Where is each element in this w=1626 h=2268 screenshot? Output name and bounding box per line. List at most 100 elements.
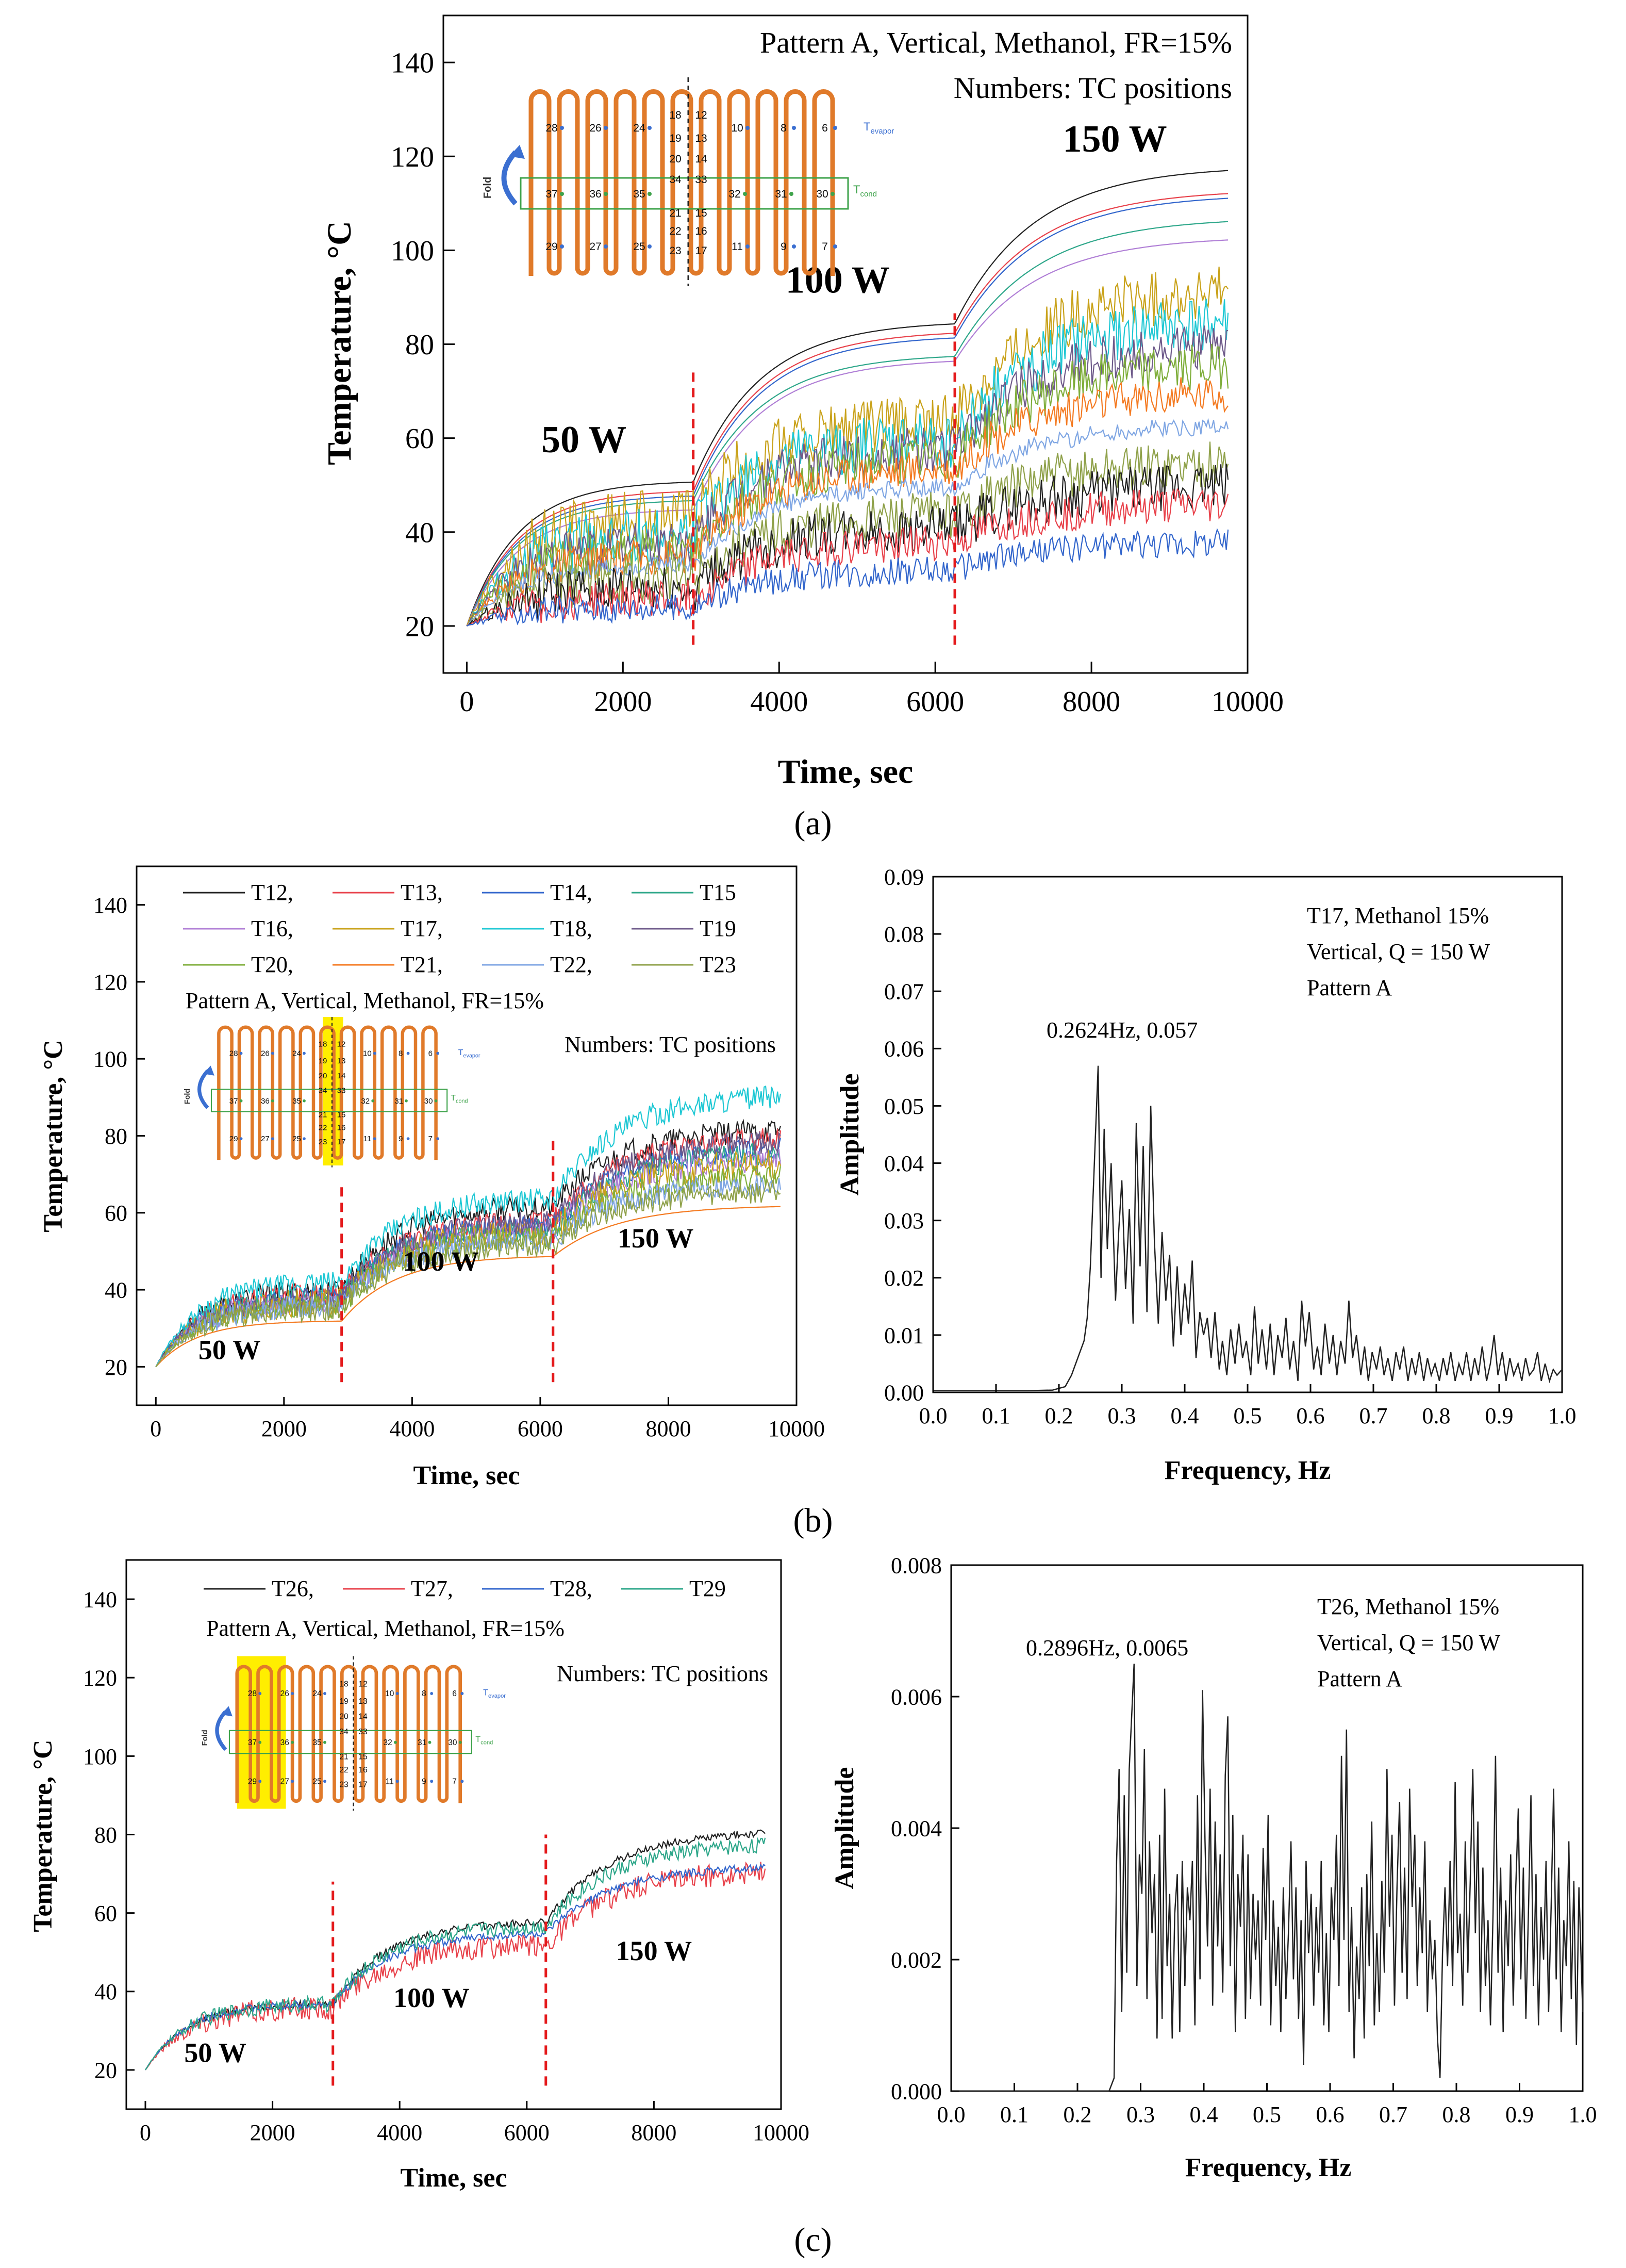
panel-c-right-series-group <box>951 1664 1584 2092</box>
inset-tc-dot <box>303 1099 306 1103</box>
panel-c-left-series-line-T27 <box>145 1861 766 2070</box>
panel-c-left-x-tick-label: 0 <box>140 2120 151 2145</box>
inset-tc-label: 16 <box>337 1124 346 1132</box>
inset-tevapor-label: Tevapor <box>458 1048 480 1059</box>
panel-c-left-y-tick-label: 120 <box>83 1666 117 1691</box>
panel-b-right-y-ticks: 0.00 0.01 0.02 0.03 0.04 0.05 0.06 0.07 0.08 0.09 <box>884 864 941 1405</box>
panel-c-right-x-tick-label: 0.3 <box>1126 2102 1155 2127</box>
inset-fold-label: Fold <box>184 1089 192 1104</box>
inset-tc-label: 20 <box>319 1072 327 1080</box>
inset-tc-dot <box>560 244 564 249</box>
panel-c-left-y-axis-label: Temperature, °C <box>28 1739 58 1932</box>
panel-b-left-legend-label: T21, <box>401 952 443 977</box>
inset-tc-label: 37 <box>229 1097 238 1106</box>
inset-tevapor-label: Tevapor <box>864 120 894 136</box>
panel-c-left-x-tick-label: 6000 <box>504 2120 550 2145</box>
panel-c-right-info-line-3: Pattern A <box>1317 1666 1402 1691</box>
inset-tc-dot <box>560 192 564 196</box>
inset-tc-label: 9 <box>422 1777 426 1786</box>
inset-tc-dot <box>430 1780 434 1783</box>
panel-b-left-y-tick-label: 20 <box>105 1355 127 1380</box>
inset-tc-label: 22 <box>339 1766 348 1774</box>
inset-tc-label: 11 <box>732 241 743 253</box>
panel-c-right-x-tick-label: 1.0 <box>1569 2102 1597 2127</box>
panel-c-right-x-tick-label: 0.4 <box>1190 2102 1218 2127</box>
panel-b-right-y-tick-label: 0.02 <box>884 1266 924 1291</box>
panel-c-caption: (c) <box>794 2221 832 2259</box>
inset-tc-label: 19 <box>669 133 681 144</box>
inset-tc-label: 30 <box>424 1097 433 1106</box>
panel-b-left-stage-label-150w: 150 W <box>618 1223 694 1254</box>
panel-a-plot-frame <box>442 14 1249 674</box>
fold-arrowhead-icon <box>221 1706 233 1717</box>
inset-tc-label: 37 <box>545 188 557 200</box>
panel-c-right-info-line-2: Vertical, Q = 150 W <box>1317 1630 1501 1655</box>
panel-a-series-line-mid-3 <box>466 325 1229 627</box>
inset-tc-dot <box>291 1692 294 1695</box>
inset-thermocouple-labels: 28 26 24 10 8 6 37 36 35 32 31 30 29 27 25 11 9 7 18 12 19 13… <box>229 1040 440 1146</box>
inset-tc-dot <box>323 1780 326 1783</box>
inset-tc-label: 15 <box>358 1752 367 1761</box>
inset-tc-label: 28 <box>229 1049 238 1058</box>
inset-tc-label: 27 <box>280 1777 289 1786</box>
panel-a-series-group <box>466 170 1229 627</box>
panel-b-left-legend-label: T23 <box>700 952 736 977</box>
inset-tc-label: 21 <box>319 1110 327 1119</box>
inset-tc-label: 34 <box>339 1728 349 1736</box>
panel-a-y-tick-label: 20 <box>405 611 434 643</box>
inset-tc-label: 29 <box>248 1777 257 1786</box>
panel-b-right-x-tick-label: 1.0 <box>1548 1403 1577 1428</box>
inset-serpentine-tube <box>217 1025 438 1160</box>
inset-tc-label: 6 <box>452 1689 457 1698</box>
inset-tc-dot <box>648 126 652 130</box>
panel-a-y-tick-label: 120 <box>391 141 434 173</box>
fold-arrowhead-icon <box>203 1065 214 1076</box>
inset-tc-label: 18 <box>339 1680 348 1689</box>
panel-a-chart: 0 2000 4000 6000 8000 10000 20406080100120140… <box>321 14 1284 791</box>
inset-tc-label: 12 <box>358 1680 367 1689</box>
fold-arrow-icon <box>215 1710 227 1751</box>
panel-c-inset-diagram: Fold Tevapor Tcond 28 26 24 10 8 6 37 36 35 32 31 3… <box>201 1656 506 1811</box>
inset-tc-label: 20 <box>669 153 681 165</box>
inset-tc-label: 16 <box>695 225 707 237</box>
panel-c-left-series-group <box>145 1829 766 2070</box>
inset-tc-label: 24 <box>292 1049 301 1058</box>
panel-c-right-x-tick-label: 0.9 <box>1505 2102 1534 2127</box>
panel-c-right-info-line-1: T26, Methanol 15% <box>1317 1594 1499 1619</box>
inset-tc-label: 14 <box>337 1072 346 1080</box>
panel-b-left-y-tick-label: 80 <box>105 1124 127 1149</box>
panel-c-left-x-tick-label: 10000 <box>753 2120 809 2145</box>
inset-tc-dot <box>393 1740 397 1744</box>
panel-b-left-legend: T12, T13, T14, T15 T16, T17, T18, T19 T20, T21, T2… <box>183 880 736 977</box>
panel-c-left-legend-label: T28, <box>550 1576 592 1601</box>
panel-c-right-x-axis-label: Frequency, Hz <box>1185 2153 1352 2182</box>
inset-serpentine-tube <box>235 1665 462 1803</box>
panel-a-title-line-1: Pattern A, Vertical, Methanol, FR=15% <box>760 26 1232 59</box>
panel-b-right-x-tick-label: 0.5 <box>1234 1403 1262 1428</box>
panel-c-right-x-tick-label: 0.6 <box>1316 2102 1345 2127</box>
panel-b-left-legend-label: T19 <box>700 916 736 941</box>
panel-c-right-x-tick-label: 0.8 <box>1442 2102 1471 2127</box>
panel-a-series-line-mid-4 <box>466 343 1229 627</box>
inset-tc-dot <box>436 1051 440 1055</box>
inset-tc-label: 14 <box>695 153 707 165</box>
inset-tc-dot <box>323 1692 326 1695</box>
panel-c-left-y-tick-label: 100 <box>83 1744 117 1769</box>
inset-tc-dot <box>792 126 796 130</box>
panel-b-left-series-line-T23 <box>155 1178 781 1368</box>
inset-tc-label: 17 <box>358 1780 367 1789</box>
inset-tc-label: 36 <box>280 1738 289 1747</box>
panel-c-left-power-step-lines <box>331 1834 547 2086</box>
panel-b-right-peak-annotation: 0.2624Hz, 0.057 <box>1047 1017 1198 1043</box>
inset-tc-label: 6 <box>822 122 828 134</box>
inset-tc-dot <box>745 126 750 130</box>
inset-tc-label: 7 <box>822 241 828 253</box>
panel-a-series-line-upper-4 <box>466 221 1229 627</box>
inset-tc-dot <box>648 244 652 249</box>
inset-tc-dot <box>258 1780 262 1783</box>
inset-tc-dot <box>258 1740 262 1744</box>
panel-b-right-y-tick-label: 0.07 <box>884 979 924 1005</box>
panel-b-caption: (b) <box>793 1502 833 1539</box>
panel-b-left-series-line-T12 <box>155 1119 781 1367</box>
inset-tc-label: 28 <box>545 122 557 134</box>
